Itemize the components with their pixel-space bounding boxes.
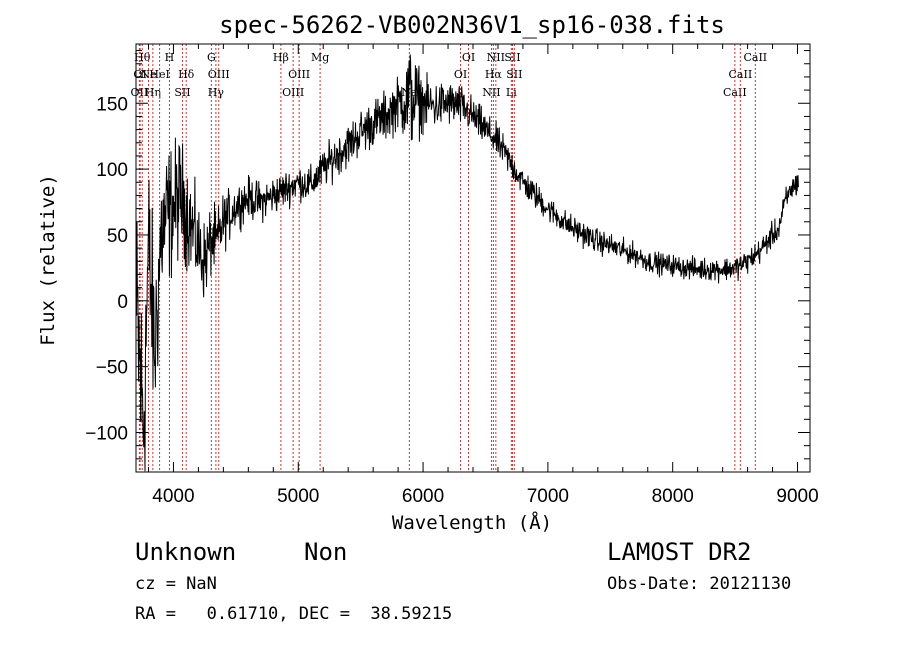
line-marker-label: H <box>165 51 175 64</box>
line-marker-label: Hγ <box>208 86 225 99</box>
line-marker-label: OIII <box>288 68 310 81</box>
line-marker-label: Hδ <box>178 68 195 81</box>
line-marker-label: SII <box>174 86 190 99</box>
line-marker-label: Hβ <box>273 51 289 64</box>
y-tick-label: 100 <box>96 160 128 181</box>
y-tick-label: −50 <box>96 358 128 379</box>
line-marker-label: OI <box>133 68 146 81</box>
y-tick-label: −100 <box>85 423 128 444</box>
line-marker-label: OI <box>462 51 475 64</box>
line-marker-label: Hθ <box>134 51 151 64</box>
survey-label: LAMOST DR2 <box>607 538 752 566</box>
obs-date-label: Obs-Date: 20121130 <box>607 574 792 594</box>
line-marker-label: Na <box>401 86 418 99</box>
y-axis-label: Flux (relative) <box>37 174 59 346</box>
line-marker-label: CaII <box>743 51 767 64</box>
line-marker-label: SII <box>504 51 520 64</box>
axis-ticks: 4000 5000 6000 7000 8000 9000 −100 −50 0 50 100 150 <box>85 44 819 507</box>
x-tick-label: 9000 <box>776 486 818 507</box>
line-marker-label: NII <box>487 51 505 64</box>
classification-label: Unknown <box>135 538 237 566</box>
line-marker-label: SII <box>506 68 522 81</box>
x-tick-label: 5000 <box>277 486 319 507</box>
line-marker-label: OII <box>131 86 149 99</box>
line-marker-label: CaII <box>723 86 747 99</box>
x-axis-label: Wavelength (Å) <box>392 511 552 534</box>
line-marker-label: Hη <box>145 86 161 99</box>
x-tick-label: 7000 <box>527 486 569 507</box>
line-marker-label: OIII <box>208 68 230 81</box>
chart-title: spec-56262-VB002N36V1_sp16-038.fits <box>219 11 725 39</box>
line-marker-label: OIII <box>282 86 304 99</box>
subclass-label: Non <box>304 538 348 566</box>
spectrum-trace <box>136 54 799 472</box>
line-marker-label: NII <box>482 86 500 99</box>
line-marker-label: CaII <box>729 68 753 81</box>
y-tick-label: 0 <box>117 292 128 313</box>
redshift-label: cz = NaN <box>135 574 217 594</box>
coordinates-label: RA = 0.61710, DEC = 38.59215 <box>135 604 453 624</box>
x-tick-label: 8000 <box>652 486 694 507</box>
plot-frame <box>135 43 811 473</box>
line-marker-label: Mg <box>311 51 329 64</box>
line-marker-label: Hα <box>485 68 503 81</box>
line-marker-label: OI <box>454 68 467 81</box>
spectrum-line <box>136 54 799 472</box>
x-tick-label: 6000 <box>402 486 444 507</box>
y-tick-label: 150 <box>96 94 128 115</box>
x-tick-label: 4000 <box>152 486 194 507</box>
line-marker-label: HeI <box>149 68 169 81</box>
line-marker-label: G <box>207 51 216 64</box>
line-marker-label: Li <box>506 86 517 99</box>
y-tick-label: 50 <box>107 226 128 247</box>
